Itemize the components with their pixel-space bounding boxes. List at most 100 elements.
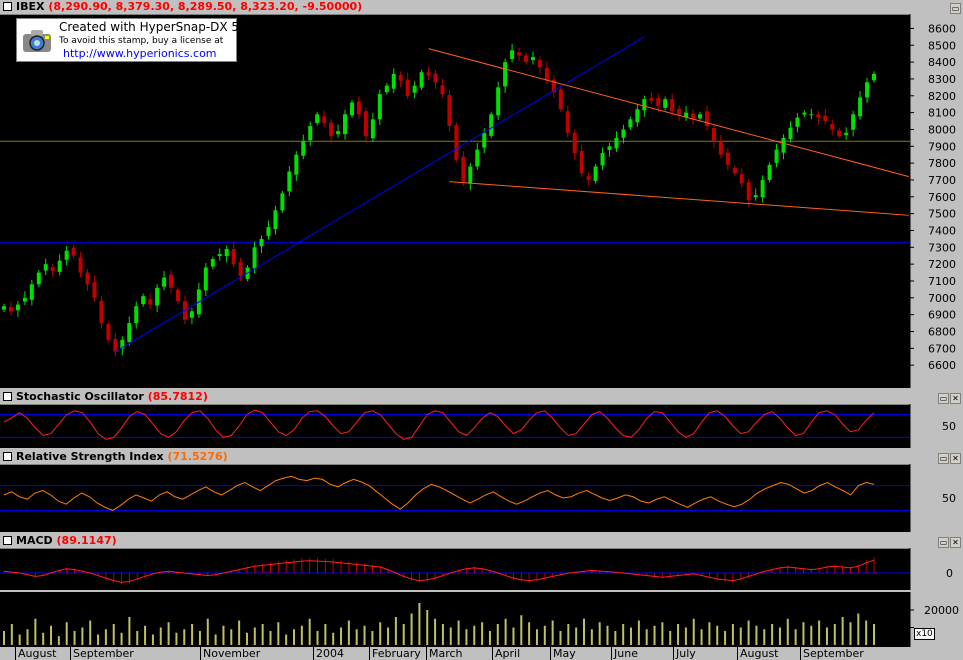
y-tick-label: 7600 (928, 191, 956, 204)
candle (398, 71, 403, 88)
close-icon[interactable]: ✕ (950, 537, 961, 548)
candle (99, 296, 104, 329)
candle (635, 103, 640, 127)
candle-body (670, 99, 675, 111)
y-tick-label: 7100 (928, 275, 956, 288)
candle (739, 168, 744, 188)
panel-menu-box[interactable] (3, 2, 12, 11)
candle-body (823, 115, 828, 122)
candle (461, 151, 466, 187)
stochastic-panel: Stochastic Oscillator (85.7812) ▭ ✕ 50 (0, 390, 963, 448)
candle (287, 165, 292, 196)
y-axis-background (910, 404, 963, 448)
candle (113, 333, 118, 357)
x-tick-label: July (676, 647, 696, 660)
candle (8, 301, 13, 316)
candle (224, 245, 229, 263)
candle-body (85, 272, 90, 285)
candle (565, 105, 570, 138)
candle (210, 256, 215, 270)
oscillator-line (3, 409, 875, 440)
candle-body (315, 114, 320, 124)
y-tick-label: 8100 (928, 107, 956, 120)
candle-body (830, 124, 835, 130)
candle (503, 58, 508, 93)
candle-body (544, 68, 549, 81)
candle-body (162, 277, 167, 287)
candle (141, 293, 146, 307)
candle (36, 270, 41, 287)
panel-menu-box[interactable] (3, 536, 12, 545)
x-tick-label: April (495, 647, 521, 660)
candle (273, 205, 278, 235)
y-tick-label: 7500 (928, 208, 956, 221)
candle (377, 89, 382, 125)
candle (176, 287, 180, 304)
x-tick-label: August (18, 647, 57, 660)
candle-body (350, 102, 354, 116)
candle-body (43, 264, 48, 271)
candle-body (844, 132, 849, 136)
candle (106, 321, 111, 343)
candle-body (621, 129, 626, 138)
y-tick-label: 8400 (928, 56, 956, 69)
candle (329, 119, 334, 143)
candle-body (698, 114, 702, 119)
x-tick (70, 647, 71, 660)
candle-body (50, 267, 55, 271)
x-tick-label: February (372, 647, 421, 660)
candle-body (551, 79, 556, 93)
candle-body (134, 306, 139, 324)
candle-body (120, 339, 125, 349)
candle-body (524, 55, 528, 63)
rsi-titlebar: Relative Strength Index (71.5276) ▭ ✕ (0, 450, 963, 465)
candle (579, 144, 584, 177)
candle-body (510, 50, 515, 60)
candle-body (774, 149, 779, 163)
candle-body (614, 137, 619, 149)
candle (788, 121, 793, 143)
candle-body (851, 114, 856, 130)
candle (851, 110, 856, 137)
candle-body (231, 248, 236, 265)
candle-body (677, 108, 682, 115)
candle (15, 301, 20, 317)
candle (475, 143, 480, 171)
candle (586, 171, 591, 186)
x-tick (550, 647, 551, 660)
candle (252, 241, 257, 274)
candle-body (628, 119, 633, 128)
candle-body (802, 112, 807, 115)
candle-body (642, 99, 647, 111)
close-icon[interactable]: ✕ (950, 393, 961, 404)
maximize-icon[interactable]: ▭ (950, 3, 961, 14)
panel-menu-box[interactable] (3, 392, 12, 401)
candle-body (537, 60, 542, 68)
rsi-title: Relative Strength Index (16, 450, 164, 463)
candle (259, 235, 264, 253)
stamp-line-1: Created with HyperSnap-DX 5 (59, 20, 240, 34)
maximize-icon[interactable]: ▭ (938, 537, 949, 548)
candle (22, 291, 27, 306)
candle (628, 116, 633, 130)
macd-title: MACD (16, 534, 53, 547)
x-tick (313, 647, 314, 660)
candle (760, 175, 765, 203)
panel-menu-box[interactable] (3, 452, 12, 461)
candle-body (781, 137, 786, 153)
stamp-link[interactable]: http://www.hyperionics.com (63, 47, 217, 60)
y-tick-label: 8600 (928, 22, 956, 35)
candle-body (148, 299, 153, 305)
candle-body (732, 167, 737, 174)
y-tick-label: 50 (942, 492, 956, 505)
x-tick-label: May (553, 647, 576, 660)
candle-body (837, 130, 842, 137)
price-panel-title: IBEX (16, 0, 45, 13)
maximize-icon[interactable]: ▭ (938, 393, 949, 404)
candle-body (760, 179, 765, 198)
close-icon[interactable]: ✕ (950, 453, 961, 464)
candle (315, 111, 320, 126)
candle-body (767, 164, 772, 180)
candle (447, 90, 452, 132)
maximize-icon[interactable]: ▭ (938, 453, 949, 464)
